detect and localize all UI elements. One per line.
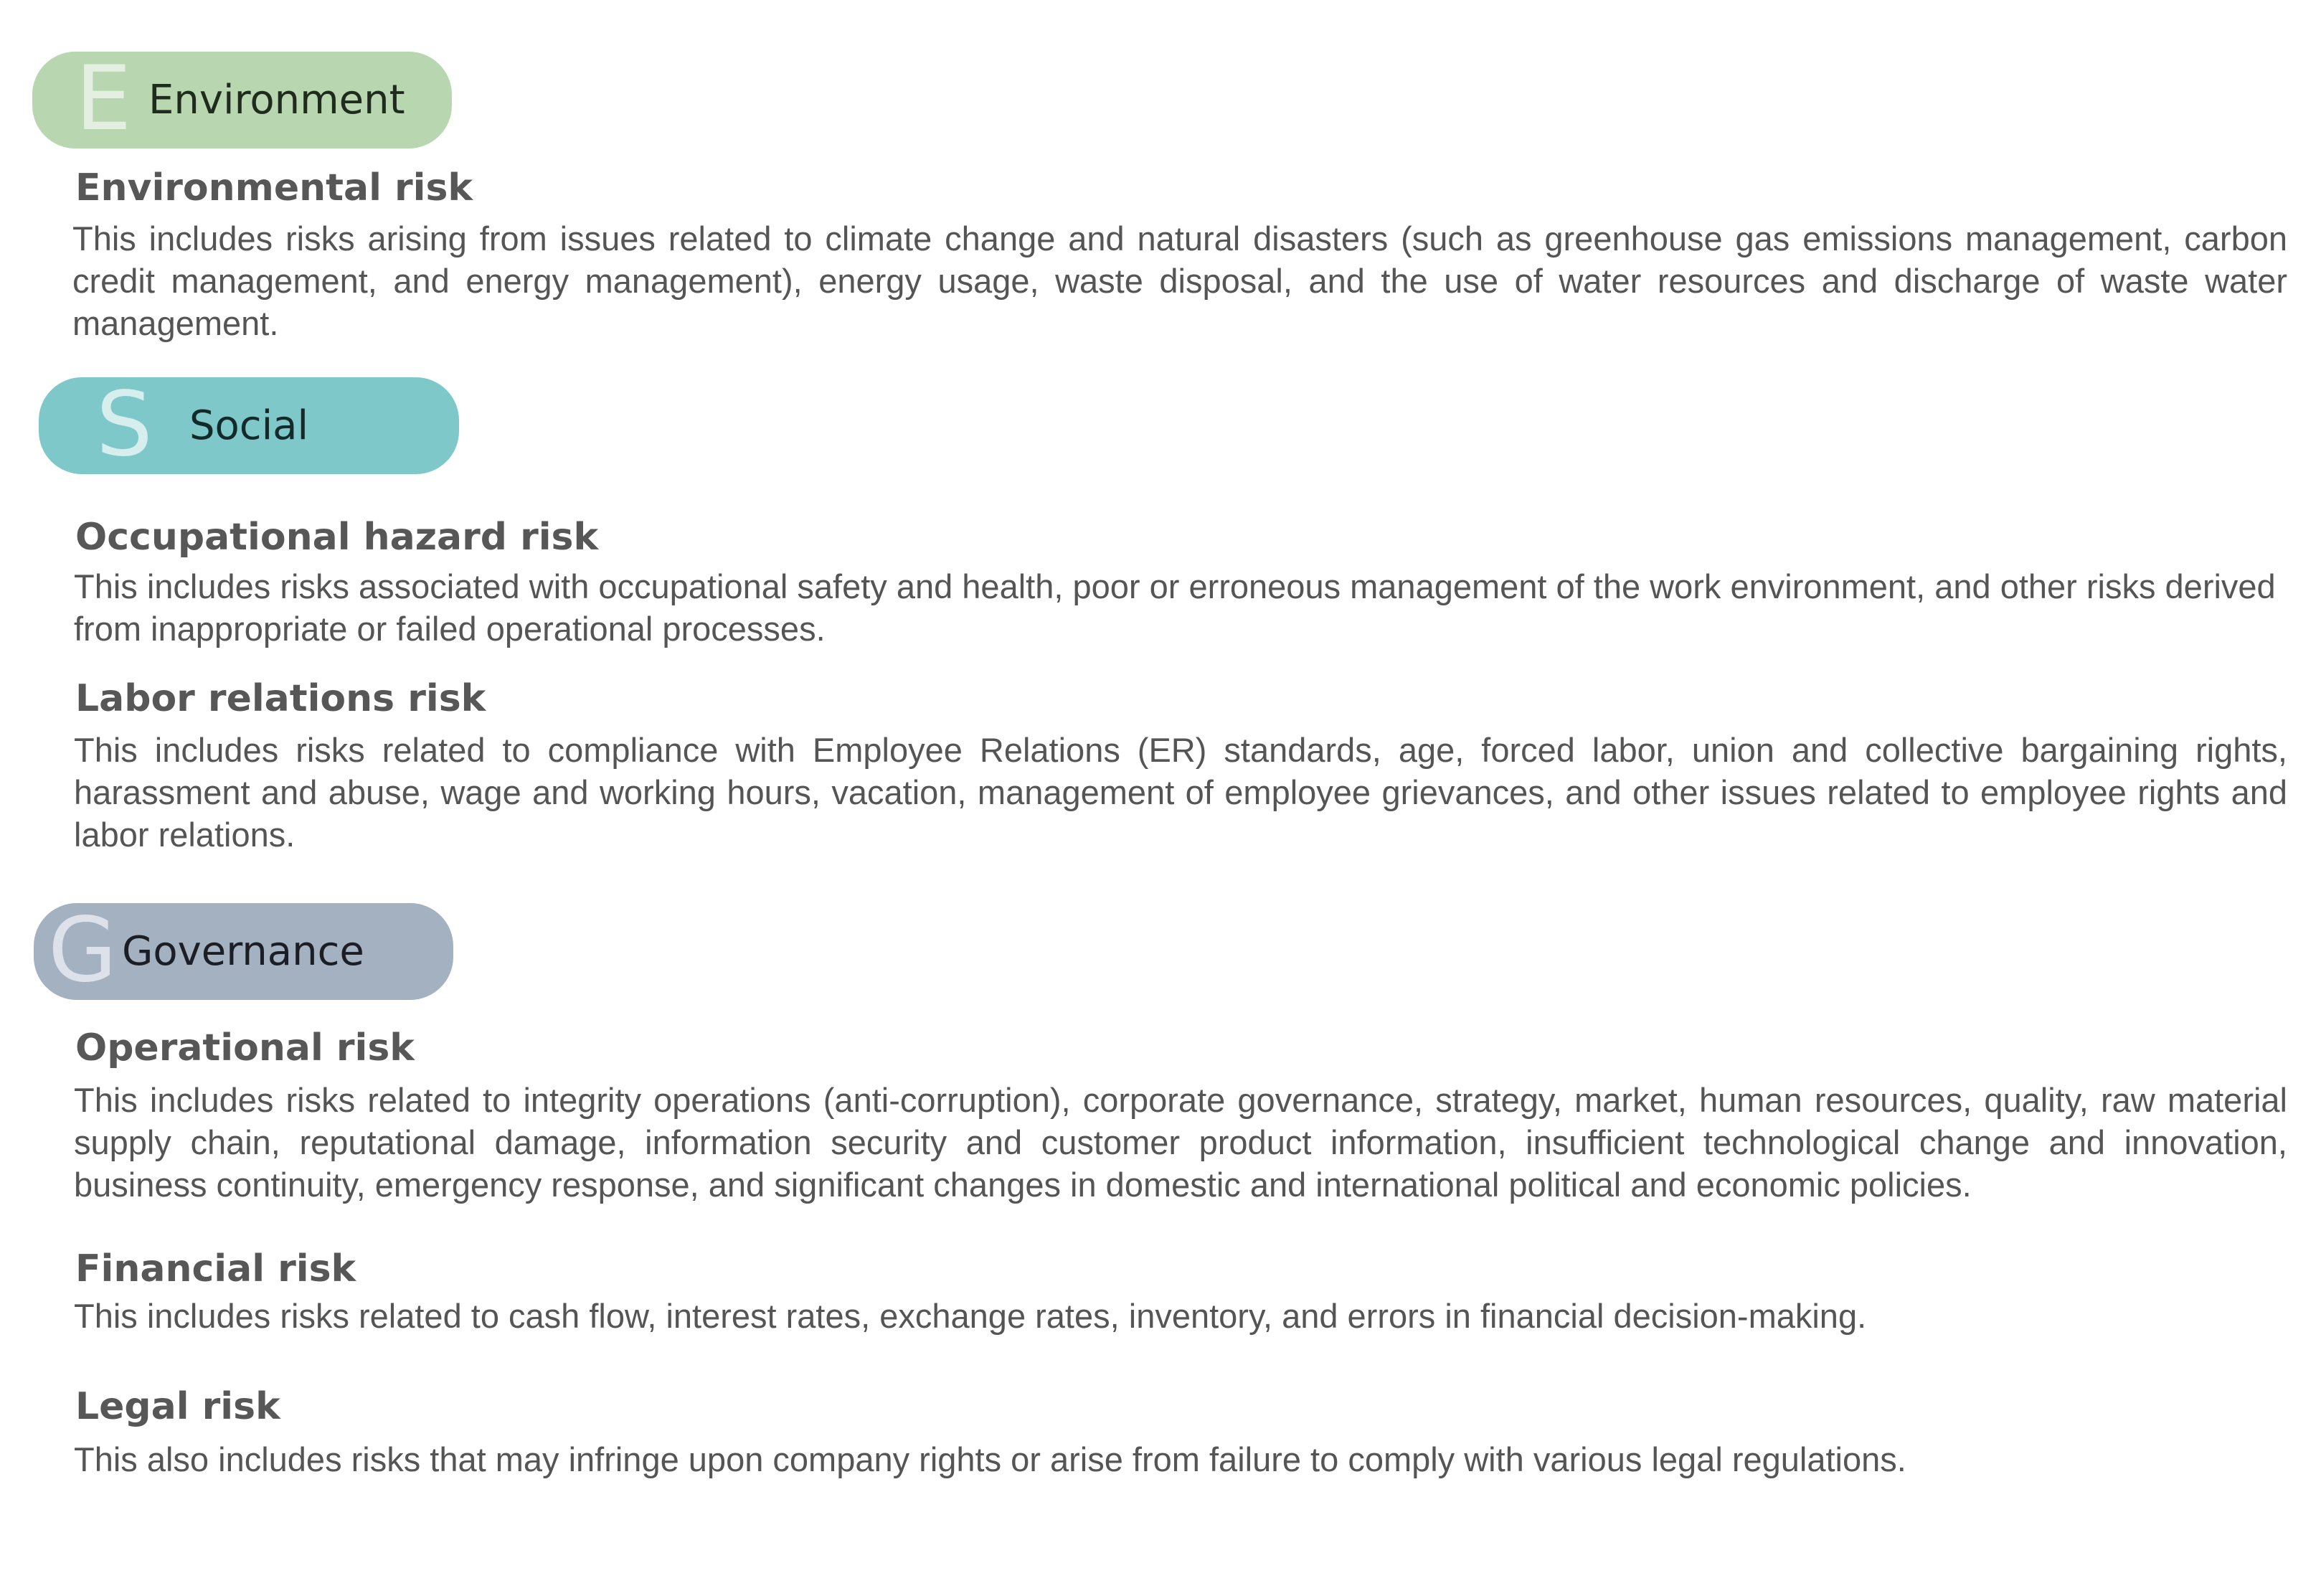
social-label: Social xyxy=(189,402,309,449)
labor-relations-risk-text: This includes risks related to complianc… xyxy=(74,731,2287,854)
environment-badge: E Environment xyxy=(32,52,452,148)
social-badge: S Social xyxy=(39,377,459,474)
occupational-hazard-risk-title: Occupational hazard risk xyxy=(75,516,599,559)
financial-risk-title: Financial risk xyxy=(75,1247,356,1290)
financial-risk-text: This includes risks related to cash flow… xyxy=(74,1297,1867,1335)
governance-letter: G xyxy=(48,899,118,1002)
environmental-risk-text: This includes risks arising from issues … xyxy=(72,219,2287,342)
legal-risk-title: Legal risk xyxy=(75,1385,280,1428)
environment-label: Environment xyxy=(148,77,405,123)
governance-badge: G Governance xyxy=(34,903,453,1000)
governance-label: Governance xyxy=(122,928,364,975)
operational-risk-text: This includes risks related to integrity… xyxy=(74,1081,2287,1204)
environmental-risk-title: Environmental risk xyxy=(75,166,473,209)
social-letter: S xyxy=(96,373,153,476)
occupational-hazard-risk-text: This includes risks associated with occu… xyxy=(74,567,2276,648)
legal-risk-text: This also includes risks that may infrin… xyxy=(74,1440,1906,1478)
environment-letter: E xyxy=(75,47,132,151)
labor-relations-risk-title: Labor relations risk xyxy=(75,677,486,720)
operational-risk-title: Operational risk xyxy=(75,1026,415,1069)
